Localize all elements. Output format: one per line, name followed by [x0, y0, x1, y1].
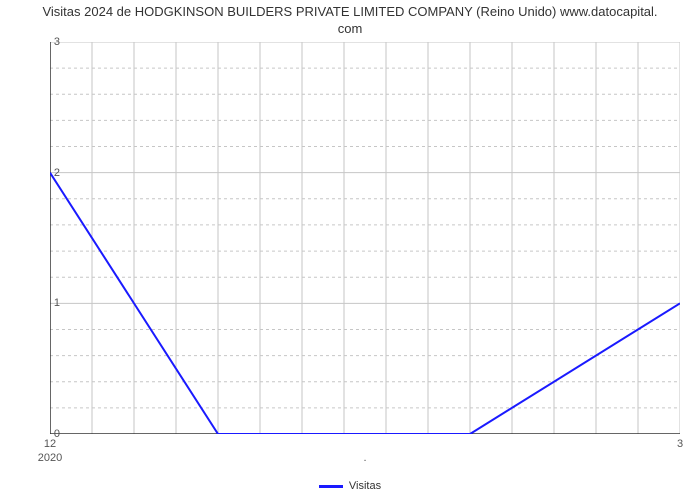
axes	[50, 42, 680, 434]
title-line-2: com	[338, 21, 363, 36]
chart-title: Visitas 2024 de HODGKINSON BUILDERS PRIV…	[0, 4, 700, 38]
title-line-1: Visitas 2024 de HODGKINSON BUILDERS PRIV…	[42, 4, 657, 19]
gridlines	[50, 42, 680, 434]
y-tick-label: 1	[54, 297, 60, 309]
y-tick-label: 2	[54, 167, 60, 179]
chart-plot	[50, 42, 680, 434]
x-tick-label: 12	[44, 438, 56, 450]
x-tick-label: 2020	[38, 452, 62, 464]
x-tick-label: 3	[677, 438, 683, 450]
chart-container: Visitas 2024 de HODGKINSON BUILDERS PRIV…	[0, 0, 700, 500]
legend-label: Visitas	[349, 480, 381, 492]
y-tick-label: 3	[54, 36, 60, 48]
x-tick-label: .	[363, 452, 366, 464]
legend: Visitas	[0, 480, 700, 492]
legend-swatch	[319, 485, 343, 488]
